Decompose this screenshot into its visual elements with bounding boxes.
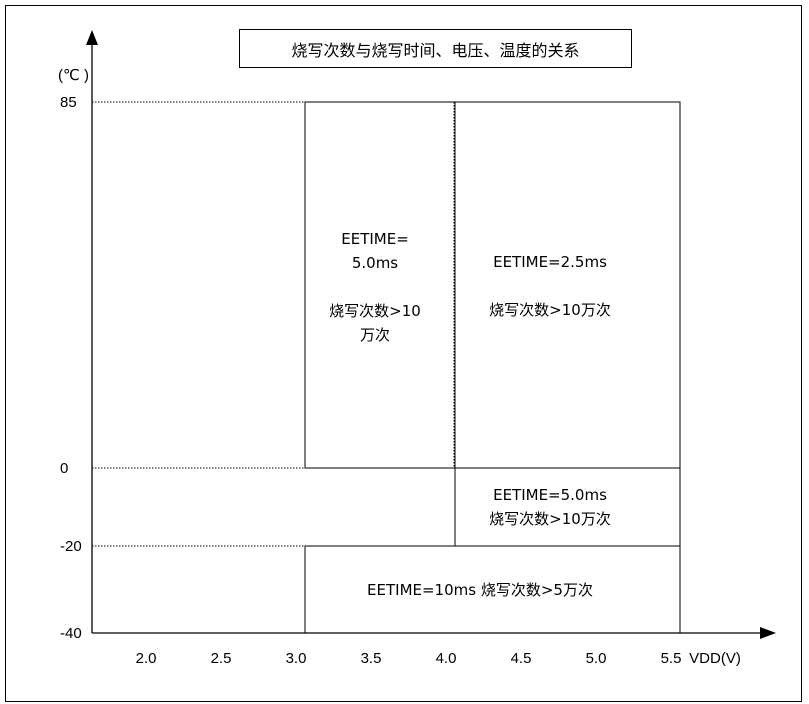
- y-tick-label: -40: [60, 625, 82, 642]
- y-tick-label: 0: [60, 460, 68, 477]
- chart-frame: [5, 5, 802, 702]
- x-axis-arrow: [760, 627, 776, 639]
- x-tick-label: 2.5: [211, 650, 232, 667]
- y-axis-label: (℃ ): [58, 67, 89, 84]
- region-label-line: 烧写次数>10万次: [489, 510, 611, 528]
- x-axis-label: VDD(V): [689, 650, 741, 667]
- x-tick-label: 5.0: [586, 650, 607, 667]
- y-axis-arrow: [86, 30, 98, 45]
- x-tick-label: 4.0: [436, 650, 457, 667]
- region-label-line: 万次: [359, 326, 390, 344]
- region-label-line: 烧写次数>10: [329, 302, 421, 320]
- region-label-line: EETIME=2.5ms: [493, 253, 607, 271]
- axes: [86, 30, 776, 639]
- region-label-line: EETIME=: [341, 230, 409, 248]
- region-label-line: [400, 274, 700, 298]
- x-tick-label: 3.5: [361, 650, 382, 667]
- x-tick-label: 3.0: [286, 650, 307, 667]
- tick-labels: 85 0 -20 -40 (℃ ) 2.0 2.5 3.0 3.5 4.0 4.5 5.0 5.5 VDD…: [58, 67, 741, 667]
- region-boxes: [304, 101, 681, 634]
- region-label-4: EETIME=10ms 烧写次数>5万次: [330, 578, 630, 602]
- region-label-line: EETIME=10ms 烧写次数>5万次: [367, 581, 593, 599]
- region-label-2: EETIME=2.5ms 烧写次数>10万次: [400, 250, 700, 322]
- x-tick-label: 2.0: [136, 650, 157, 667]
- x-tick-label: 4.5: [511, 650, 532, 667]
- chart-title: 烧写次数与烧写时间、电压、温度的关系: [239, 29, 632, 68]
- x-tick-label: 5.5: [661, 650, 682, 667]
- region-label-line: 5.0ms: [351, 254, 399, 272]
- y-tick-label: 85: [60, 94, 77, 111]
- region-label-3: EETIME=5.0ms 烧写次数>10万次: [400, 483, 700, 531]
- region-label-line: 烧写次数>10万次: [489, 301, 611, 319]
- region-label-line: EETIME=5.0ms: [493, 486, 607, 504]
- y-tick-label: -20: [60, 538, 82, 555]
- region-label-1: EETIME= 5.0ms 烧写次数>10 万次: [225, 227, 525, 347]
